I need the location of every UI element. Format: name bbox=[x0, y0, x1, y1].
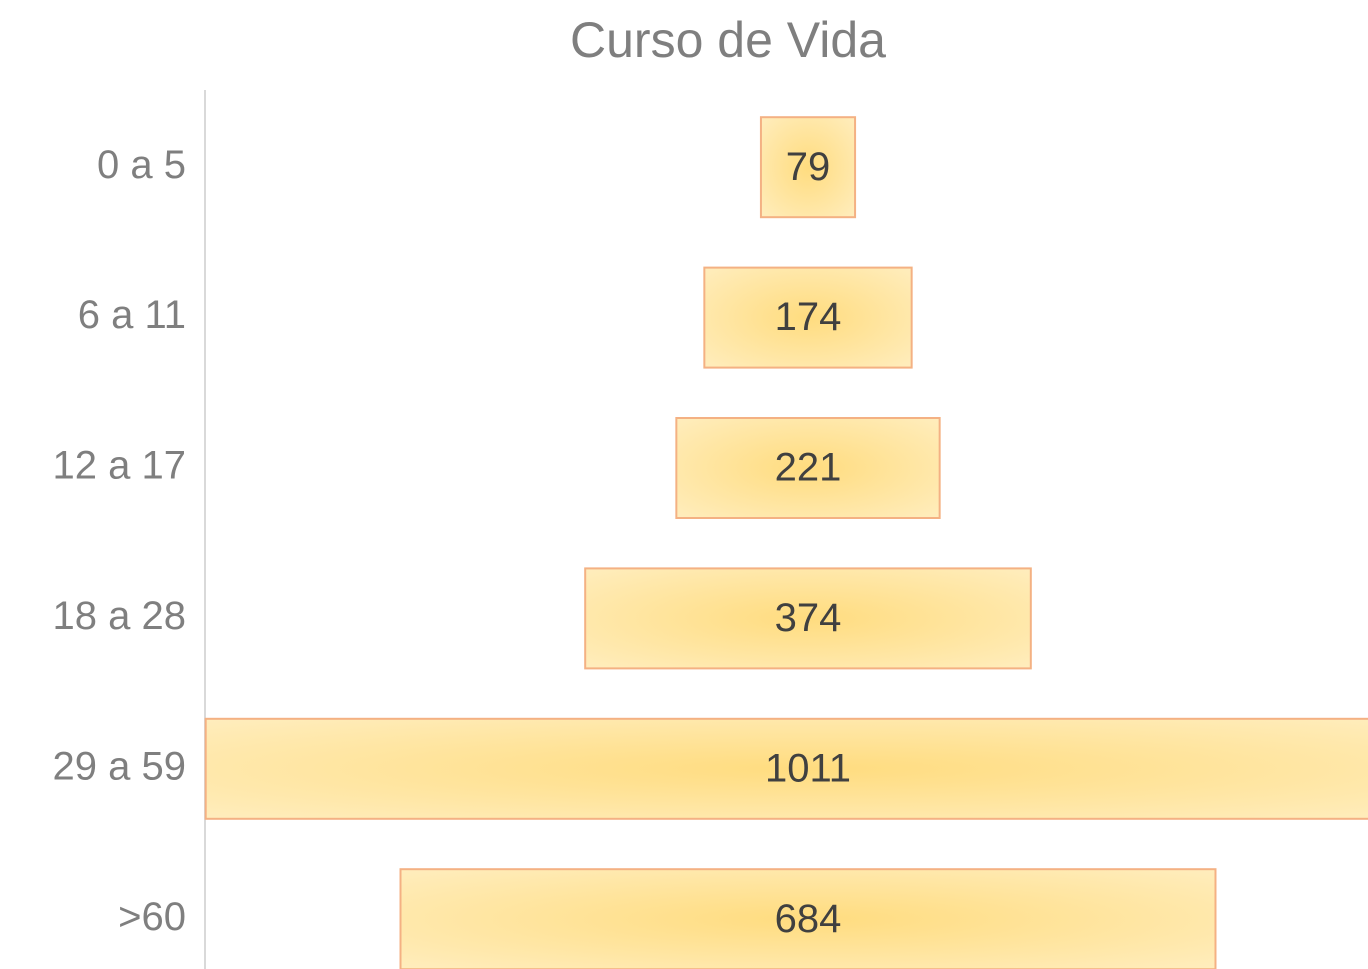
funnel-bar bbox=[675, 417, 941, 519]
funnel-bar bbox=[584, 567, 1032, 670]
category-label: 6 a 11 bbox=[78, 293, 186, 337]
category-label: >60 bbox=[118, 895, 186, 939]
data-label: 221 bbox=[775, 446, 842, 490]
data-label: 374 bbox=[775, 596, 842, 640]
data-label: 79 bbox=[786, 145, 831, 189]
category-label: 29 a 59 bbox=[53, 744, 186, 788]
data-label: 1011 bbox=[765, 746, 851, 790]
funnel-bar bbox=[204, 717, 1368, 820]
category-label: 0 a 5 bbox=[97, 143, 186, 187]
data-label: 174 bbox=[775, 295, 842, 339]
category-label: 18 a 28 bbox=[53, 594, 186, 638]
funnel-bar bbox=[703, 266, 913, 369]
data-label: 684 bbox=[775, 897, 842, 941]
category-label: 12 a 17 bbox=[53, 444, 186, 488]
chart-title: Curso de Vida bbox=[570, 12, 886, 68]
funnel-bar bbox=[759, 116, 857, 219]
funnel-bar bbox=[399, 868, 1217, 969]
